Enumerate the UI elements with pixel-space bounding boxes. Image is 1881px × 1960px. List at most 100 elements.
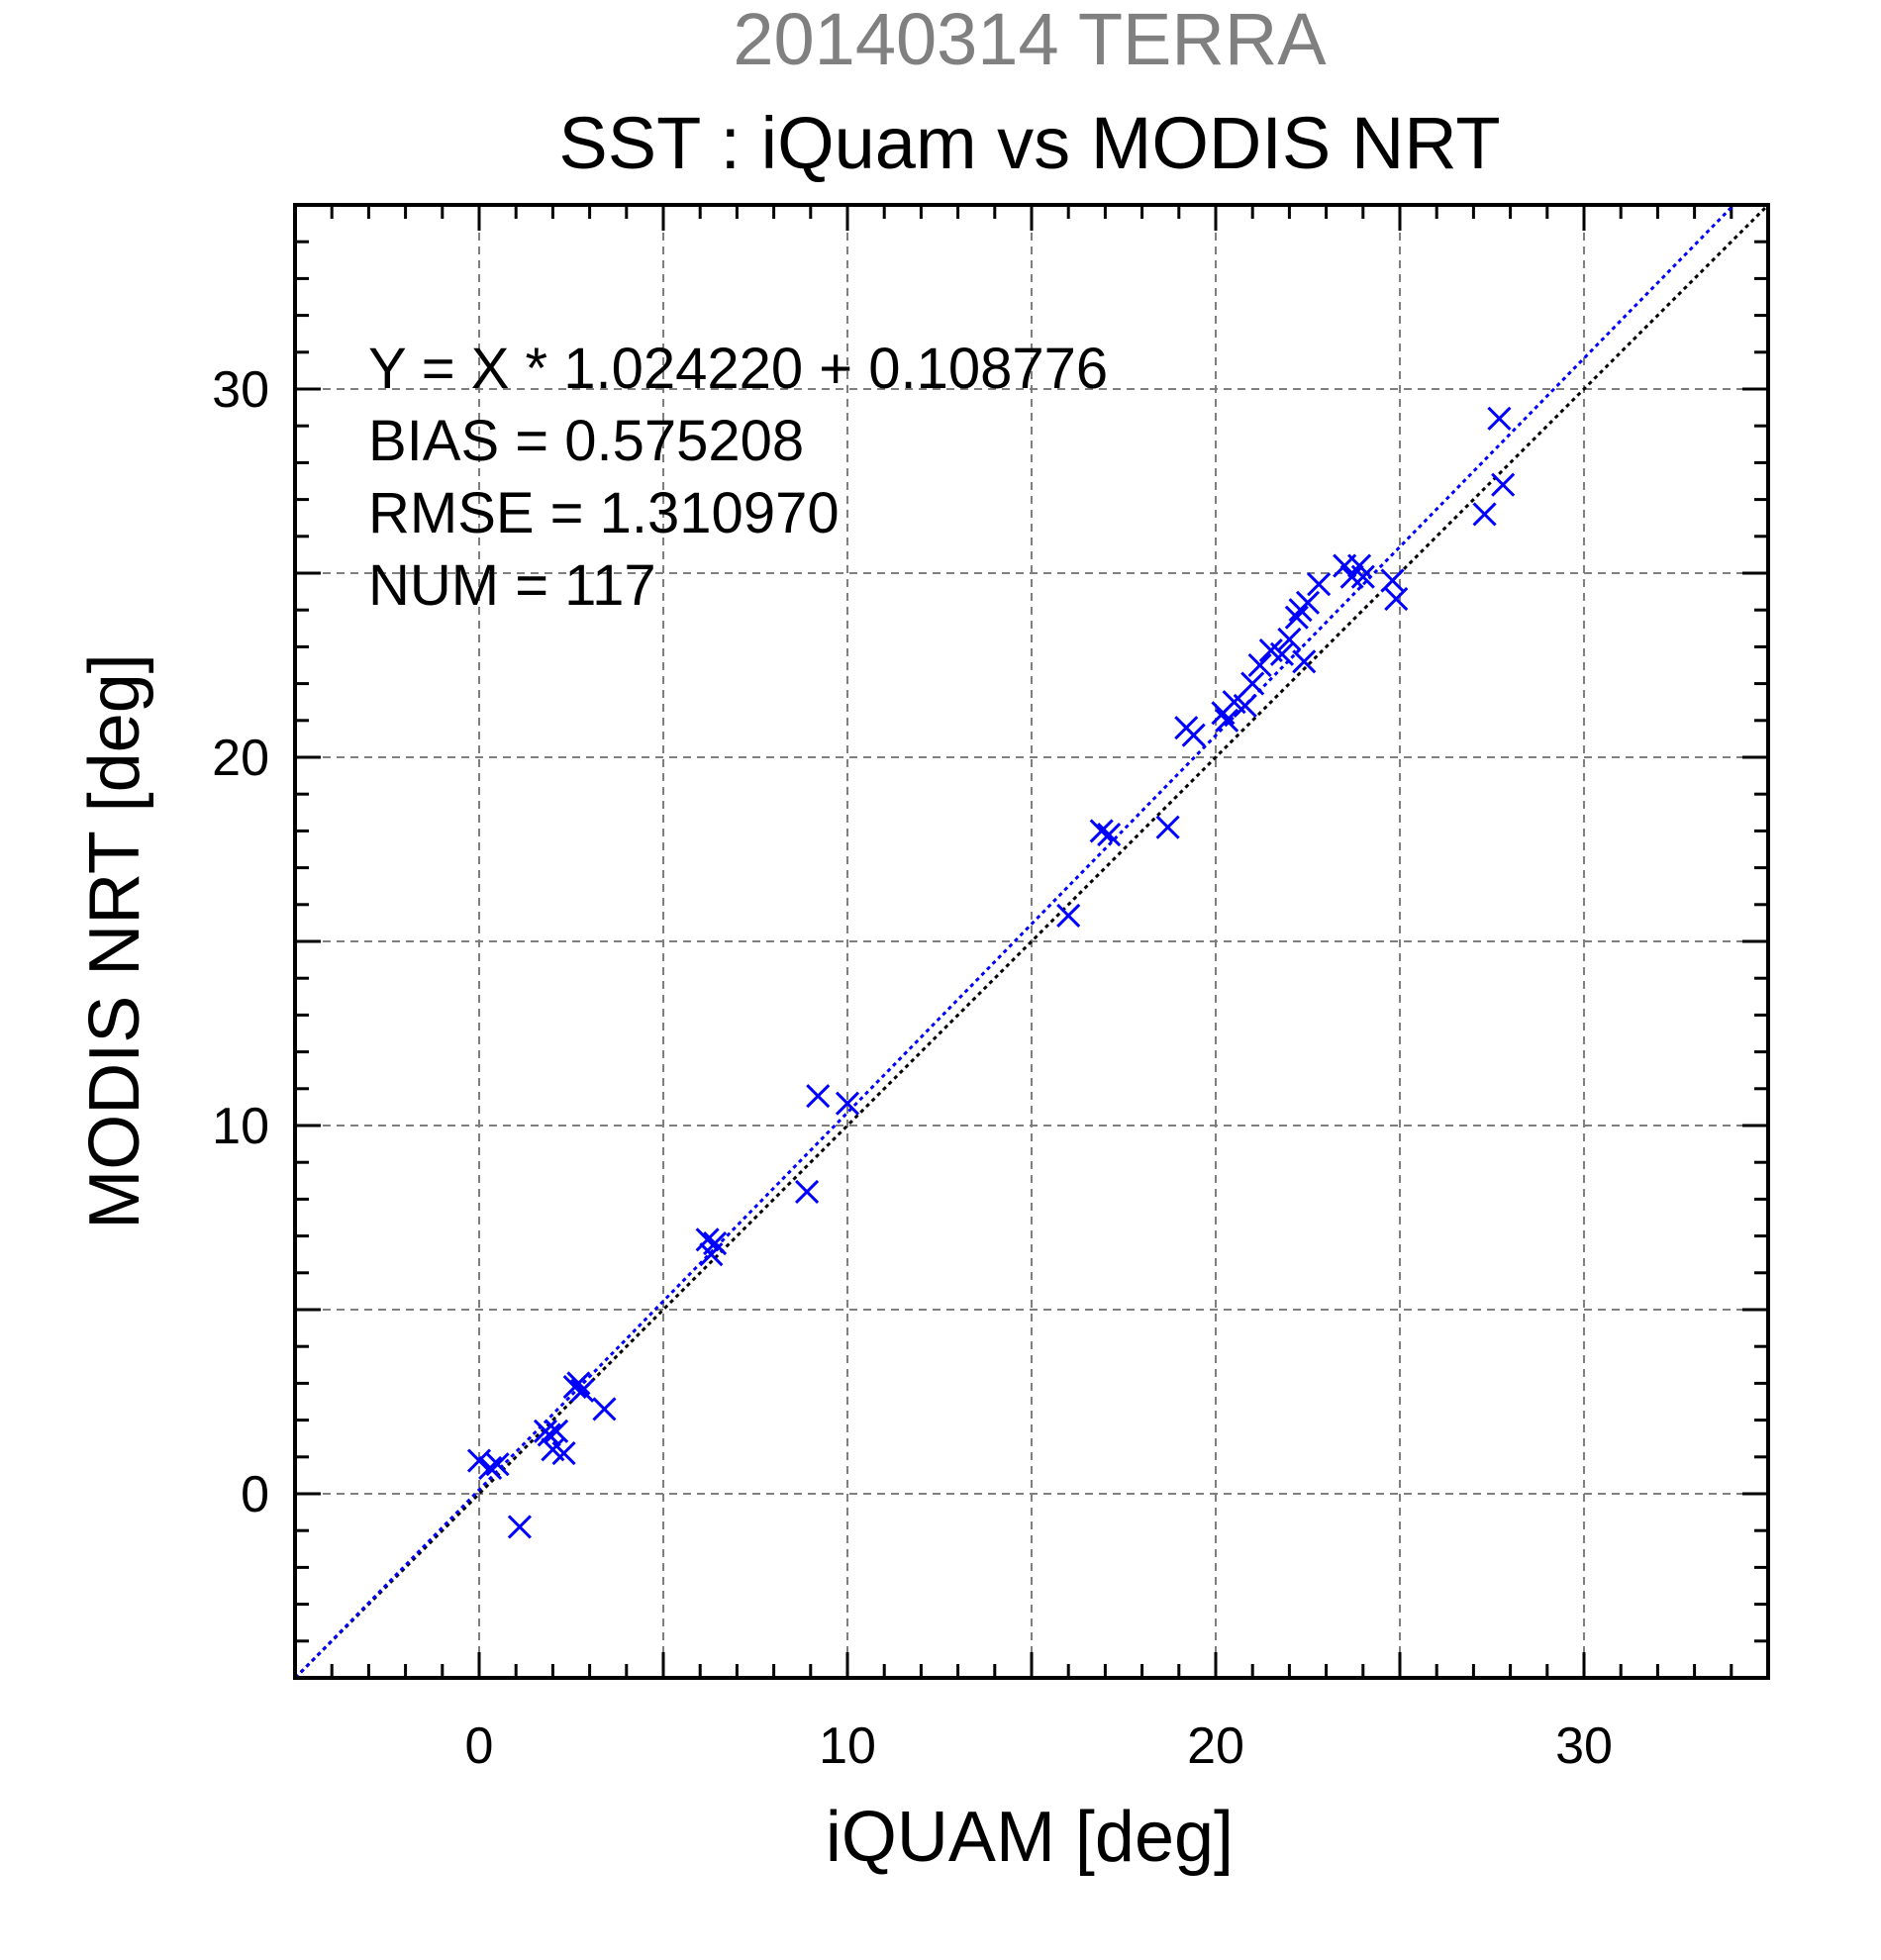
data-point-stroke <box>806 1084 831 1109</box>
minor-ticks <box>295 205 1768 1678</box>
data-point <box>466 1448 492 1473</box>
data-point <box>544 1419 569 1443</box>
data-point-stroke <box>1233 693 1257 718</box>
x-tick-labels: 0 10 20 30 <box>465 1717 1613 1775</box>
data-point <box>1295 590 1321 615</box>
plot-frame <box>293 203 1770 1680</box>
stats-annotation: Y = X * 1.024220 + 0.108776 BIAS = 0.5752… <box>368 337 1108 618</box>
data-point-stroke <box>1384 586 1409 612</box>
data-point-stroke <box>541 1437 565 1462</box>
data-point-stroke <box>1284 605 1309 630</box>
data-point-stroke <box>1097 823 1122 847</box>
data-point-stroke <box>1258 638 1283 663</box>
data-point-stroke <box>1247 652 1272 678</box>
data-point-stroke <box>1240 671 1265 696</box>
data-point-stroke <box>570 1378 595 1403</box>
data-point <box>1215 708 1239 733</box>
data-point-stroke <box>544 1419 569 1443</box>
data-point-stroke <box>1155 815 1180 839</box>
data-point <box>806 1084 831 1109</box>
data-point <box>1380 568 1405 593</box>
data-point-stroke <box>1307 572 1332 597</box>
data-point <box>1284 605 1309 630</box>
x-tick-label: 20 <box>1187 1717 1244 1775</box>
data-point <box>592 1397 617 1421</box>
y-tick-label: 0 <box>241 1466 269 1523</box>
stats-line: NUM = 117 <box>368 553 656 618</box>
stats-line: RMSE = 1.310970 <box>368 481 840 545</box>
data-point-stroke <box>1089 819 1114 843</box>
stats-line: Y = X * 1.024220 + 0.108776 <box>368 337 1108 401</box>
data-point <box>551 1441 576 1466</box>
data-point <box>478 1455 503 1481</box>
data-point-stroke <box>1380 568 1405 593</box>
data-point-stroke <box>485 1452 510 1477</box>
y-axis-label: MODIS NRT [deg] <box>75 653 154 1229</box>
data-point-stroke <box>1491 472 1516 497</box>
data-point-stroke <box>1295 590 1321 615</box>
chart-supertitle: 20140314 TERRA <box>733 0 1327 80</box>
reference-lines <box>293 203 1770 1680</box>
data-point-stroke <box>478 1455 503 1481</box>
data-point-stroke <box>566 1371 591 1396</box>
x-axis-label: iQUAM [deg] <box>826 1798 1234 1877</box>
data-point-stroke <box>1222 690 1246 715</box>
data-point <box>1247 652 1272 678</box>
data-point-stroke <box>703 1230 728 1256</box>
data-point <box>835 1091 860 1116</box>
data-point-stroke <box>695 1227 720 1252</box>
data-point <box>1292 649 1317 674</box>
x-tick-label: 0 <box>465 1717 494 1775</box>
identity-line <box>293 203 1770 1680</box>
data-point-stroke <box>1350 564 1375 589</box>
data-point-stroke <box>835 1091 860 1116</box>
data-point-stroke <box>1277 627 1302 652</box>
stats-line: BIAS = 0.575208 <box>368 409 804 473</box>
data-point-stroke <box>1215 708 1239 733</box>
data-point-stroke <box>1056 903 1081 929</box>
y-tick-label: 20 <box>212 730 269 787</box>
data-point <box>1350 564 1375 589</box>
data-point <box>1277 627 1302 652</box>
data-point <box>1491 472 1516 497</box>
data-point <box>1339 564 1364 589</box>
data-points <box>466 406 1516 1539</box>
y-tick-label: 10 <box>212 1098 269 1155</box>
data-point <box>1097 823 1122 847</box>
data-point <box>703 1230 728 1256</box>
data-point-stroke <box>1269 641 1295 666</box>
data-point-stroke <box>1472 502 1497 527</box>
data-point-stroke <box>592 1397 617 1421</box>
data-point <box>1472 502 1497 527</box>
data-point <box>537 1422 561 1447</box>
data-point <box>570 1378 595 1403</box>
y-tick-labels: 0 10 20 30 <box>212 361 269 1523</box>
data-point <box>1240 671 1265 696</box>
data-point <box>1089 819 1114 843</box>
data-point <box>1155 815 1180 839</box>
data-point <box>795 1179 820 1205</box>
data-point <box>1181 723 1206 747</box>
data-point <box>1307 572 1332 597</box>
data-point <box>695 1227 720 1252</box>
data-point <box>1269 641 1295 666</box>
data-point <box>1487 406 1512 431</box>
data-point-stroke <box>537 1422 561 1447</box>
data-point <box>566 1371 591 1396</box>
data-point-stroke <box>795 1179 820 1205</box>
data-point-stroke <box>1292 649 1317 674</box>
data-point-stroke <box>507 1515 532 1539</box>
data-point-stroke <box>1181 723 1206 747</box>
data-point-stroke <box>466 1448 492 1473</box>
data-point <box>1056 903 1081 929</box>
data-point-stroke <box>1347 553 1372 578</box>
data-point-stroke <box>1487 406 1512 431</box>
data-point <box>1384 586 1409 612</box>
regression-line <box>294 203 1735 1680</box>
data-point-stroke <box>1339 564 1364 589</box>
x-tick-label: 30 <box>1555 1717 1613 1775</box>
data-point <box>485 1452 510 1477</box>
data-point-stroke <box>551 1441 576 1466</box>
x-tick-label: 10 <box>819 1717 876 1775</box>
